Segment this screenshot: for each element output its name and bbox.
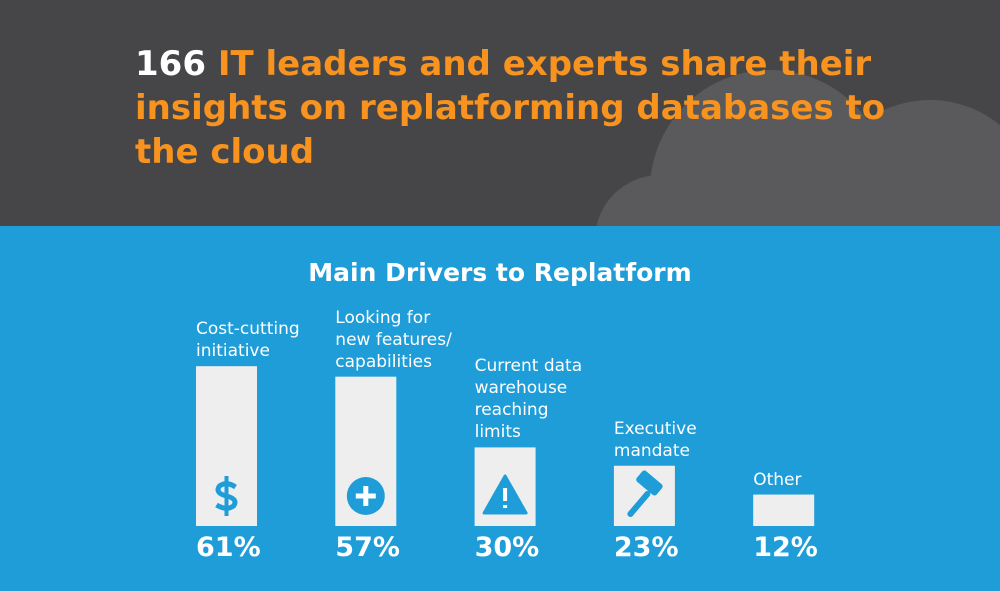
icon-hammer-handle (627, 491, 651, 517)
icon-hammer-head (636, 470, 663, 496)
category-label: Cost-cutting initiative (196, 319, 300, 362)
headline-text: IT leaders and experts share their insig… (135, 44, 886, 172)
bar-icon (627, 470, 663, 517)
cloud (596, 70, 1000, 226)
bar-icon (346, 477, 385, 515)
value-label: 30% (474, 532, 540, 563)
icon-plus (355, 486, 376, 506)
headline: 166 IT leaders and experts share their i… (135, 42, 895, 174)
value-label: 23% (613, 532, 679, 563)
value-label: 12% (753, 532, 818, 563)
bar (753, 494, 815, 526)
headline-number: 166 (135, 44, 206, 84)
category-label: Other (753, 469, 802, 490)
header-band: 166 IT leaders and experts share their i… (0, 0, 1000, 226)
bar-icon (482, 474, 528, 515)
category-label: Current data warehouse reaching limits (474, 356, 583, 443)
category-label: Executive mandate (613, 418, 697, 461)
bar-icon (215, 476, 238, 516)
chart-title: Main Drivers to Replatform (308, 258, 692, 287)
value-label: 57% (335, 532, 400, 563)
value-label: 61% (196, 532, 261, 563)
category-label: Looking for new features/ capabilities (335, 307, 452, 372)
